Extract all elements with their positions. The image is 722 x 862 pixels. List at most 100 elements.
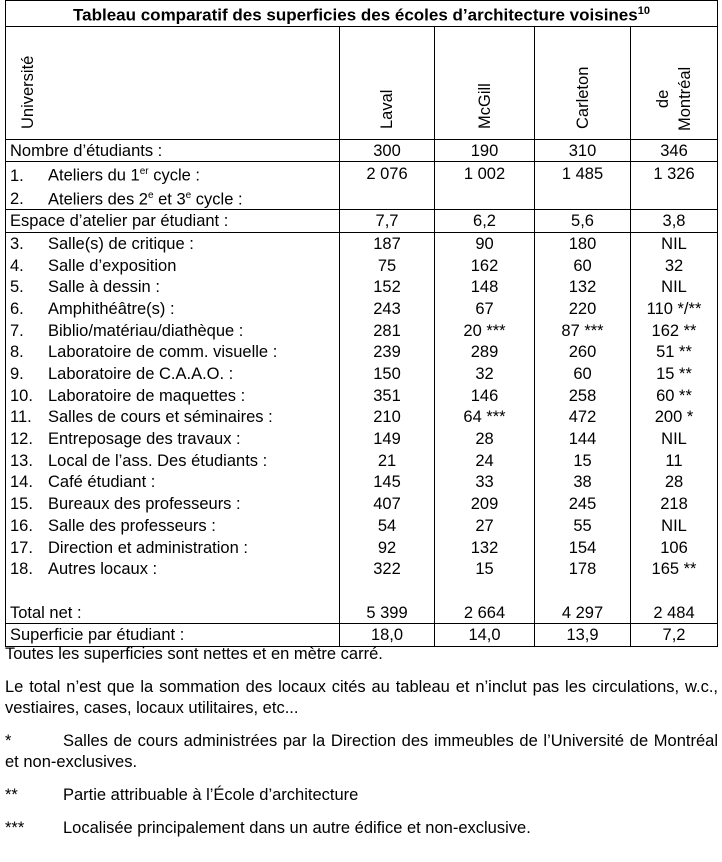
cell: 21: [339, 449, 435, 472]
cell: 15 **: [630, 363, 718, 385]
cell: 132: [534, 276, 631, 299]
cell: 154: [534, 536, 631, 559]
cell: 27: [434, 514, 535, 537]
cell: 162 **: [630, 319, 718, 342]
row-label: 12. Entreposage des travaux :: [5, 428, 340, 450]
row-label: 13. Local de l’ass. Des étudiants :: [5, 449, 340, 472]
espace-row: Espace d’atelier par étudiant : 7,7 6,2 …: [5, 209, 718, 234]
cell: 7,7: [339, 209, 435, 234]
cell: 407: [339, 493, 435, 515]
cell: 32: [630, 254, 718, 277]
cell: 281: [339, 319, 435, 342]
cell: 200 *: [630, 406, 718, 429]
cell: 209: [434, 493, 535, 515]
cell: NIL: [630, 428, 718, 450]
header-laval: Laval: [378, 89, 396, 129]
header-universite: Université: [19, 55, 37, 129]
cell: 180: [534, 232, 631, 255]
cell: 15: [434, 558, 535, 581]
table-row: 14. Café étudiant :145 33 38 28: [5, 471, 718, 494]
cell: 28: [434, 428, 535, 450]
cell: 3,8: [630, 209, 718, 234]
table-row: 11. Salles de cours et séminaires :210 64 …: [5, 406, 718, 429]
table-row: 13. Local de l’ass. Des étudiants :21 24 15…: [5, 449, 718, 472]
table-row: 17. Direction et administration :92 132 154…: [5, 536, 718, 559]
cell: 2 664: [434, 601, 535, 625]
header-row: Université Laval McGill Carleton de Montr…: [5, 25, 718, 140]
header-carleton: Carleton: [573, 66, 592, 129]
cell: 51 **: [630, 341, 718, 364]
cell: NIL: [630, 232, 718, 255]
row-label: 6. Amphithéâtre(s) :: [5, 298, 340, 320]
cell: 258: [534, 384, 631, 407]
cell: 67: [434, 298, 535, 320]
row-label: 17. Direction et administration :: [5, 536, 340, 559]
cell: 87 ***: [534, 319, 631, 342]
row-label: 7. Biblio/matériau/diathèque :: [5, 319, 340, 342]
total-row: Total net : 5 399 2 664 4 297 2 484: [5, 601, 718, 625]
cell: 150: [339, 363, 435, 385]
cell: 15: [534, 449, 631, 472]
cell: 148: [434, 276, 535, 299]
cell: 220: [534, 298, 631, 320]
cell: 33: [434, 471, 535, 494]
cell: 92: [339, 536, 435, 559]
cell: 11: [630, 449, 718, 472]
cell: 6,2: [434, 209, 535, 234]
footnote-3: *** Localisée principalement dans un autr…: [5, 819, 531, 837]
cell: 300: [339, 138, 435, 163]
table-row: 15. Bureaux des professeurs :407 209 245 218: [5, 493, 718, 515]
row-label: 9. Laboratoire de C.A.A.O. :: [5, 363, 340, 385]
row-label: 11. Salles de cours et séminaires :: [5, 406, 340, 429]
cell: 187: [339, 232, 435, 255]
table-row: 8. Laboratoire de comm. visuelle :239 289 2…: [5, 341, 718, 364]
table-row: 6. Amphithéâtre(s) :243 67 220 110 */**: [5, 298, 718, 320]
cell: 5 399: [339, 601, 435, 625]
cell: 152: [339, 276, 435, 299]
cell: 20 ***: [434, 319, 535, 342]
note-units: Toutes les superficies sont nettes et en…: [5, 645, 383, 663]
cell: 472: [534, 406, 631, 429]
note-total: Le total n’est que la sommation des loca…: [5, 678, 718, 717]
cell: 346: [630, 138, 718, 163]
cell: 178: [534, 558, 631, 581]
cell: 60: [534, 363, 631, 385]
table-row: 10. Laboratoire de maquettes :351 146 258 60…: [5, 384, 718, 407]
footnote-2: ** Partie attribuable à l’École d’archite…: [5, 786, 359, 804]
cell: 310: [534, 138, 631, 163]
cell: 32: [434, 363, 535, 385]
cell: 218: [630, 493, 718, 515]
row-label: Superficie par étudiant :: [5, 623, 340, 648]
row-label: 18. Autres locaux :: [5, 558, 340, 581]
table-row: 4. Salle d’exposition 75 162 60 32: [5, 254, 718, 277]
cell: NIL: [630, 276, 718, 299]
title-text: Tableau comparatif des superficies des é…: [73, 5, 638, 25]
cell: 351: [339, 384, 435, 407]
table-row: 16. Salle des professeurs :54 27 55 NIL: [5, 514, 718, 537]
cell: 260: [534, 341, 631, 364]
cell: 13,9: [534, 623, 631, 648]
cell: 132: [434, 536, 535, 559]
cell: 55: [534, 514, 631, 537]
cell: NIL: [630, 514, 718, 537]
cell: 54: [339, 514, 435, 537]
cell: 60: [534, 254, 631, 277]
table-row: 12. Entreposage des travaux :149 28 144 NIL: [5, 428, 718, 450]
cell: 1 326: [630, 161, 718, 186]
cell: 5,6: [534, 209, 631, 234]
cell: 245: [534, 493, 631, 515]
cell: 110 */**: [630, 298, 718, 320]
cell: 1 485: [534, 161, 631, 186]
row-label: 5. Salle à dessin :: [5, 276, 340, 299]
cell: 28: [630, 471, 718, 494]
row-label: Espace d’atelier par étudiant :: [5, 209, 340, 234]
cell: 7,2: [630, 623, 718, 648]
row-label: 16. Salle des professeurs :: [5, 514, 340, 537]
row-label: 3. Salle(s) de critique :: [5, 232, 340, 255]
cell: 1 002: [434, 161, 535, 186]
table-row: 7. Biblio/matériau/diathèque :281 20 *** 87…: [5, 319, 718, 342]
row-label: Nombre d’étudiants :: [5, 138, 340, 163]
ateliers-row-2: 2. Ateliers des 2e et 3e cycle :: [5, 185, 718, 211]
cell: 144: [534, 428, 631, 450]
row-label: 10. Laboratoire de maquettes :: [5, 384, 340, 407]
